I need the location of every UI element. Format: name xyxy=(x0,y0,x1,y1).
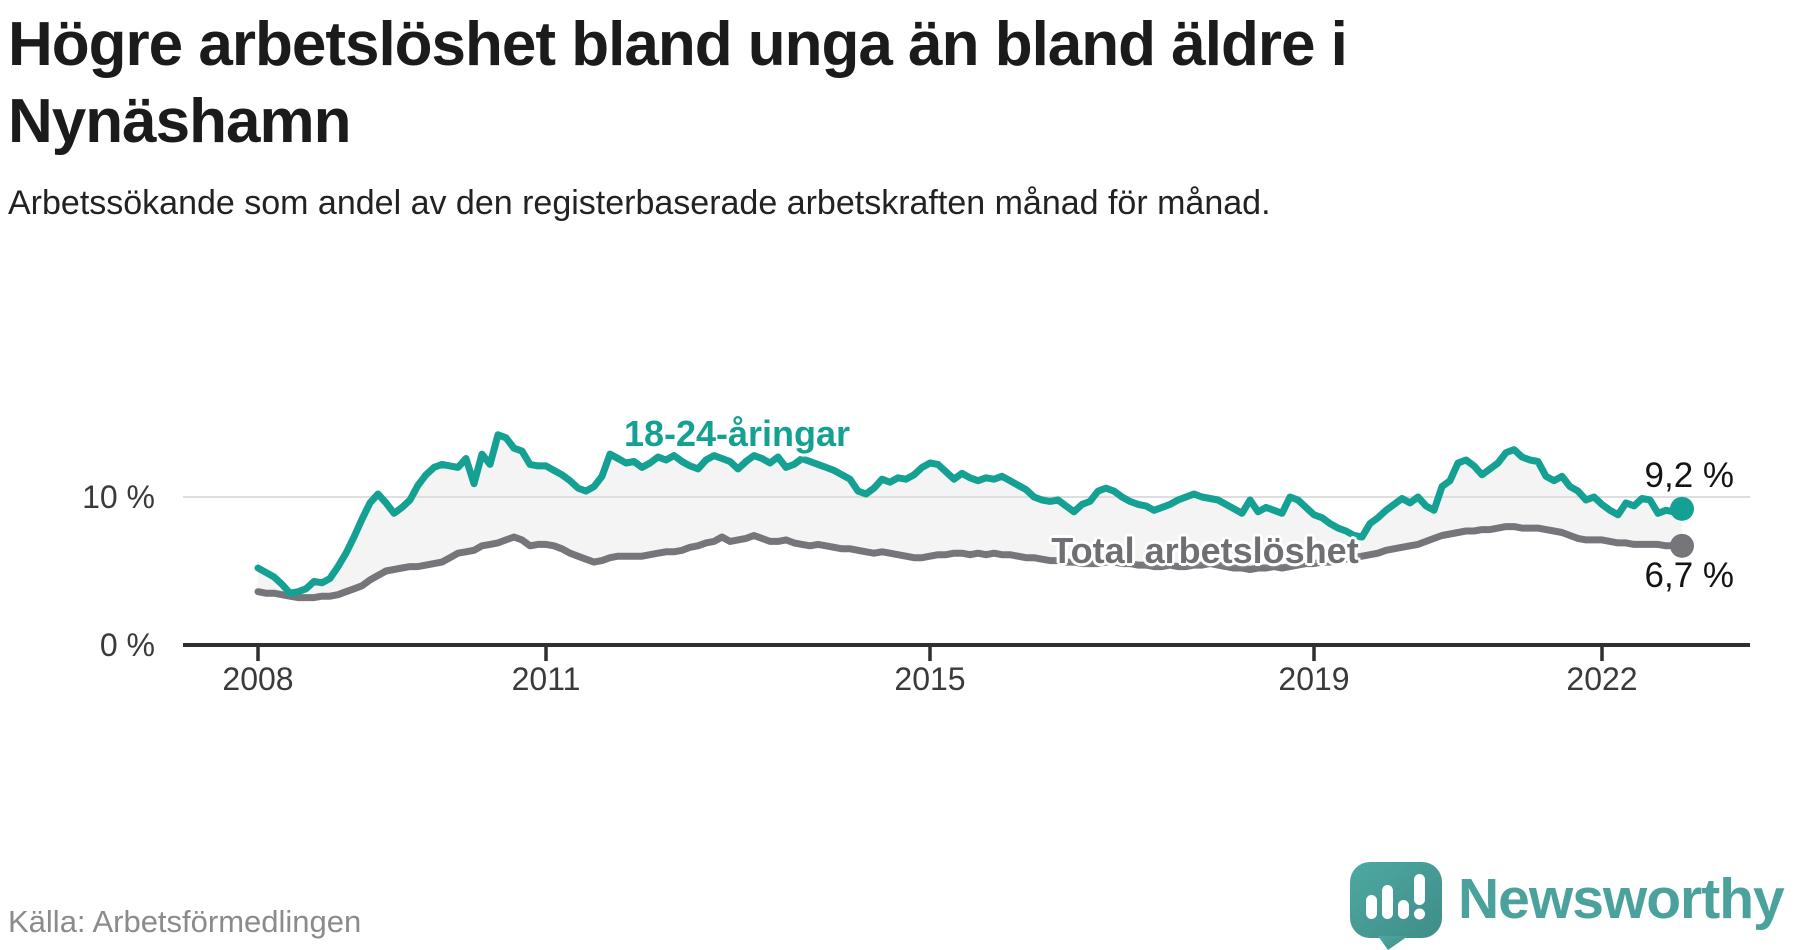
y-axis-label-10: 10 % xyxy=(82,479,155,515)
logo-bar-1 xyxy=(1366,895,1377,919)
end-value-label-youth: 9,2 % xyxy=(1644,456,1735,495)
series-label-total: Total arbetslöshet xyxy=(1051,530,1359,571)
newsworthy-brand: Newsworthy xyxy=(1350,860,1800,950)
logo-exclamation-bar xyxy=(1414,874,1425,905)
logo-bubble xyxy=(1350,862,1442,938)
brand-name: Newsworthy xyxy=(1458,867,1785,931)
logo-exclamation-dot xyxy=(1414,908,1425,920)
x-axis-tick-marks xyxy=(256,645,1604,661)
end-value-label-total: 6,7 % xyxy=(1644,556,1735,595)
series-label-youth: 18-24-åringar xyxy=(623,413,851,454)
page-title: Högre arbetslöshet bland unga än bland ä… xyxy=(8,10,1348,156)
x-axis-label-2019: 2019 xyxy=(1278,661,1350,697)
x-axis-label-2015: 2015 xyxy=(894,661,966,697)
x-axis-label-2022: 2022 xyxy=(1566,661,1638,697)
logo-bar-2 xyxy=(1382,885,1393,919)
chart-subtitle: Arbetssökande som andel av den registerb… xyxy=(8,184,1271,222)
logo-bubble-tail xyxy=(1378,936,1408,950)
total-end-dot xyxy=(1670,533,1694,558)
x-axis-label-2008: 2008 xyxy=(222,661,294,697)
x-axis-label-2011: 2011 xyxy=(511,661,581,697)
y-axis-label-0: 0 % xyxy=(99,627,155,663)
youth-end-dot xyxy=(1670,496,1694,521)
logo-bar-3 xyxy=(1398,900,1409,919)
youth-unemployment-line xyxy=(254,431,1686,597)
newsworthy-logo-icon xyxy=(1350,862,1442,950)
total-unemployment-line xyxy=(254,523,1686,602)
source-note: Källa: Arbetsförmedlingen xyxy=(8,904,362,939)
